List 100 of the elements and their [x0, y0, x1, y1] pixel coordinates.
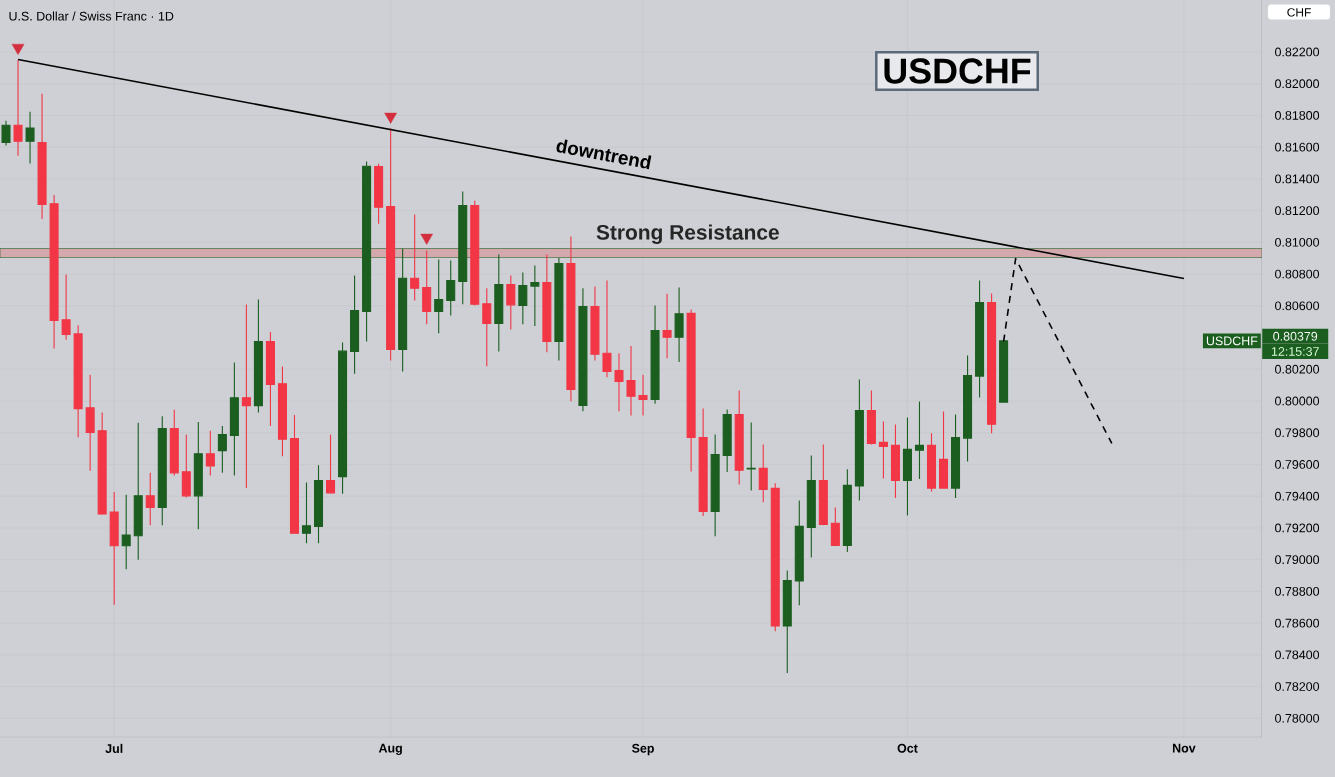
candlestick [650, 304, 660, 405]
candlestick [878, 420, 888, 479]
candlestick [97, 411, 107, 516]
candlestick [975, 280, 985, 399]
candlestick [902, 416, 912, 516]
candlestick [85, 374, 95, 472]
y-tick-label: 0.81400 [1275, 174, 1320, 184]
point [384, 112, 397, 124]
candlestick [49, 194, 59, 350]
x-tick-label: Aug [378, 743, 402, 756]
annotation: USDCHF [1206, 336, 1258, 346]
candlestick [794, 499, 804, 606]
candlestick [614, 352, 624, 412]
y-tick-label: 0.81600 [1275, 142, 1320, 152]
candlestick [133, 422, 143, 561]
candlestick [253, 298, 263, 413]
candlestick [169, 409, 179, 477]
candlestick [866, 389, 876, 446]
candlestick [13, 59, 23, 157]
candlestick [109, 491, 119, 606]
y-tick-label: 0.80800 [1275, 269, 1320, 279]
candlestick [542, 254, 552, 353]
candlestick [145, 472, 155, 526]
candlestick [25, 111, 35, 165]
candlestick [758, 443, 768, 503]
candlestick [289, 414, 299, 535]
candlestick [422, 250, 432, 325]
y-tick-label: 0.78800 [1275, 586, 1320, 596]
candlestick [818, 443, 828, 526]
candlestick [987, 292, 997, 434]
candlestick [1, 120, 11, 147]
candlestick [506, 274, 516, 330]
x-tick-label: Nov [1172, 743, 1196, 753]
y-tick-label: 0.81200 [1275, 206, 1320, 216]
y-tick-label: 0.80600 [1275, 301, 1320, 311]
candlestick [939, 410, 949, 489]
x-tick-label: Sep [631, 743, 654, 756]
x-tick-label: Jul [105, 743, 123, 753]
annotation: USDCHF [884, 58, 1031, 84]
candlestick [566, 235, 576, 402]
y-tick-label: 0.79400 [1275, 491, 1320, 501]
y-tick-label: 0.81800 [1275, 111, 1320, 120]
candlestick [205, 430, 215, 477]
candlestick [326, 434, 336, 495]
candlestick [338, 342, 348, 495]
candlestick [890, 423, 900, 499]
candlestick [951, 413, 961, 499]
candlestick [662, 293, 672, 359]
annotation: downtrend [556, 139, 652, 170]
candlestick [386, 127, 396, 362]
candlestick [842, 468, 852, 553]
candlestick [806, 454, 816, 558]
candlestick [265, 331, 275, 427]
candlestick [277, 365, 287, 457]
candlestick [61, 273, 71, 341]
candlestick [746, 421, 756, 492]
candlestick [530, 264, 540, 327]
candlestick [350, 274, 360, 375]
candlestick [446, 260, 456, 317]
candlestick [722, 408, 732, 473]
candlestick [229, 362, 239, 477]
candlestick [241, 303, 251, 489]
y-tick-label: 0.78000 [1275, 713, 1320, 723]
y-tick-label: 0.78400 [1275, 650, 1320, 660]
candlestick [470, 200, 480, 307]
candlestick [590, 285, 600, 362]
candlestick [193, 421, 203, 530]
y-tick-label: 0.79000 [1275, 555, 1320, 565]
candlestick [638, 374, 648, 416]
point [420, 233, 433, 245]
candlestick [698, 407, 708, 517]
candlestick [73, 324, 83, 438]
candlestick [999, 340, 1009, 403]
y-tick-label: 0.78200 [1275, 682, 1320, 691]
candlestick [602, 280, 612, 378]
text: U.S. Dollar / Swiss Franc · 1D [9, 11, 174, 21]
point [11, 43, 25, 55]
y-tick-label: 0.78600 [1275, 618, 1320, 628]
band-label: Strong Resistance [596, 224, 779, 245]
candlestick [157, 415, 167, 526]
candlestick [686, 308, 696, 472]
candlestick [410, 214, 420, 302]
candlestick [770, 482, 780, 632]
candlestick [181, 434, 191, 498]
y-tick-label: 0.80000 [1275, 396, 1320, 406]
candlestick [121, 494, 131, 570]
candlestick [854, 378, 864, 502]
candlestick [301, 481, 312, 544]
candlestick [374, 163, 384, 225]
y-tick-label: 0.82000 [1275, 79, 1320, 89]
x-tick-label: Oct [897, 743, 918, 753]
candlestick [830, 506, 840, 546]
y-tick-label: 0.80200 [1275, 364, 1320, 374]
candlestick [578, 287, 588, 412]
candlestick [914, 400, 924, 480]
y-tick-label: 0.79600 [1275, 460, 1320, 469]
candlestick [674, 287, 684, 363]
candlestick [482, 287, 492, 367]
y-tick-label: 0.79800 [1275, 428, 1320, 438]
candlestick [782, 569, 792, 674]
